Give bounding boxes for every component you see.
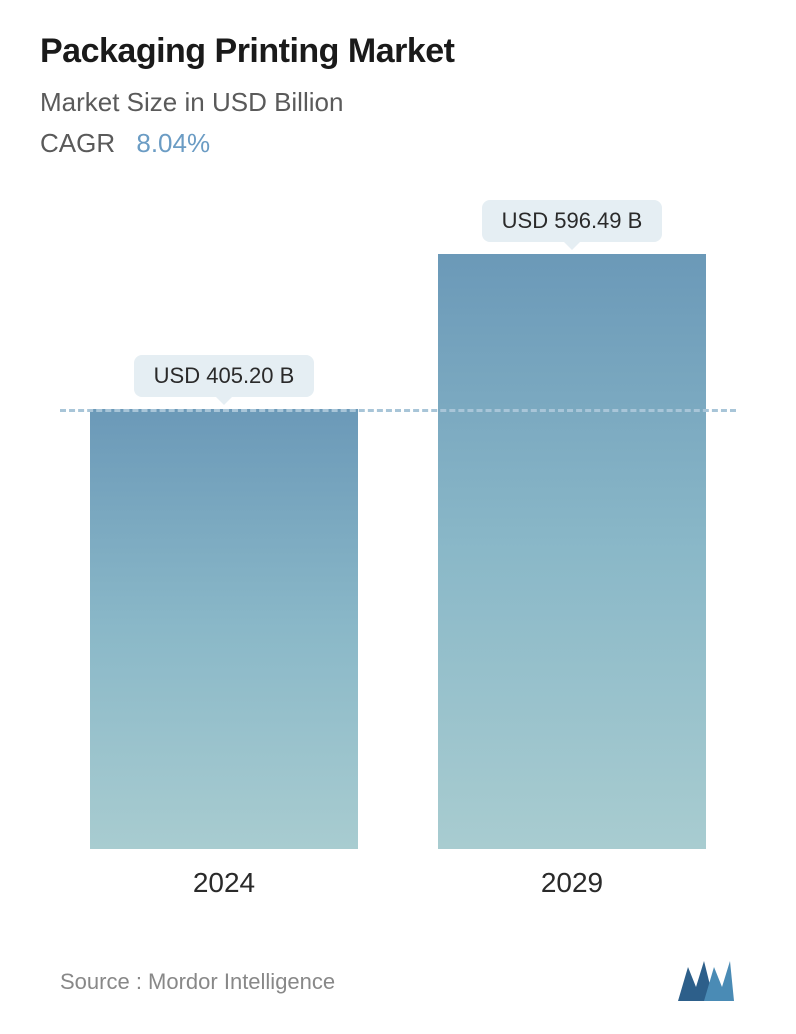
bar xyxy=(438,254,706,849)
cagr-row: CAGR 8.04% xyxy=(40,128,756,159)
brand-logo xyxy=(676,959,736,1004)
cagr-label: CAGR xyxy=(40,128,115,158)
year-label: 2024 xyxy=(193,867,255,899)
chart-container: Packaging Printing Market Market Size in… xyxy=(0,0,796,1034)
value-badge: USD 596.49 B xyxy=(482,200,663,242)
bars-container: USD 405.20 B2024USD 596.49 B2029 xyxy=(60,259,736,899)
chart-title: Packaging Printing Market xyxy=(40,32,756,71)
reference-line xyxy=(60,409,736,412)
chart-area: USD 405.20 B2024USD 596.49 B2029 xyxy=(60,209,736,959)
chart-subtitle: Market Size in USD Billion xyxy=(40,87,756,118)
chart-footer: Source : Mordor Intelligence xyxy=(40,959,756,1014)
bar xyxy=(90,409,358,849)
value-badge: USD 405.20 B xyxy=(134,355,315,397)
bar-group-2029: USD 596.49 B 2029 xyxy=(438,200,706,899)
bar-group-2024: USD 405.20 B 2024 xyxy=(90,355,358,899)
logo-icon xyxy=(676,959,736,1004)
cagr-value: 8.04% xyxy=(136,128,210,158)
year-label: 2029 xyxy=(541,867,603,899)
source-attribution: Source : Mordor Intelligence xyxy=(60,969,335,995)
